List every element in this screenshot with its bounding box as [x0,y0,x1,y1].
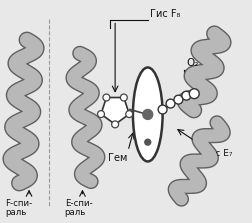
Circle shape [112,121,119,128]
Polygon shape [101,97,129,124]
Circle shape [143,109,153,119]
Circle shape [158,105,167,114]
Circle shape [189,89,199,99]
Text: E-спи-
раль: E-спи- раль [65,198,92,217]
Text: F-спи-
раль: F-спи- раль [5,198,33,217]
Circle shape [174,95,183,104]
Ellipse shape [133,68,163,161]
Circle shape [120,94,127,101]
Circle shape [166,99,175,108]
Circle shape [103,94,110,101]
Text: Гис E₇: Гис E₇ [204,149,233,158]
Text: Гис F₈: Гис F₈ [150,8,180,19]
Text: Гем: Гем [108,153,128,163]
Circle shape [98,111,105,118]
Text: O₂: O₂ [186,58,199,68]
Circle shape [126,111,133,118]
Circle shape [145,139,151,145]
Circle shape [182,91,191,100]
